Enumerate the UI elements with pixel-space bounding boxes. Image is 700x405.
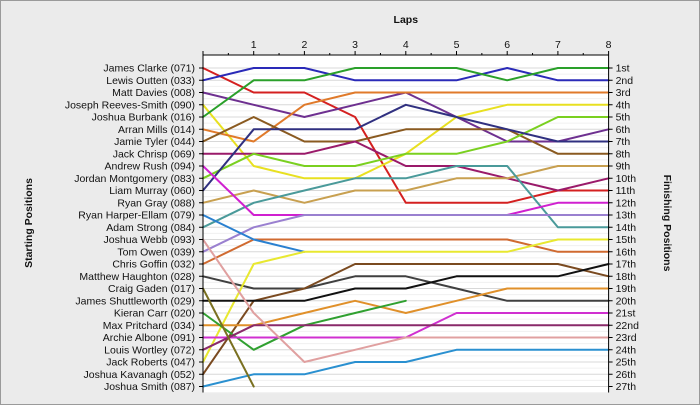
starting-position-label: Max Pritchard (034) <box>103 320 195 332</box>
starting-position-label: Chris Goffin (032) <box>112 259 195 271</box>
series-line-11 <box>202 165 610 204</box>
chart-series-lines <box>202 67 610 388</box>
series-line-14 <box>202 214 610 253</box>
series-line-27 <box>202 287 255 388</box>
finishing-position-label: 7th <box>616 136 631 148</box>
finishing-position-label: 11th <box>616 185 636 197</box>
x-tick-label: 6 <box>504 39 510 51</box>
starting-position-label: Archie Albone (091) <box>103 332 195 344</box>
finishing-position-label: 21st <box>616 308 636 320</box>
series-line-26 <box>202 348 610 388</box>
chart-title: Laps <box>394 14 419 26</box>
x-tick-label: 2 <box>301 39 307 51</box>
x-tick-label: 8 <box>606 39 612 51</box>
series-line-16 <box>202 214 306 253</box>
starting-position-label: Matt Davies (008) <box>112 87 195 99</box>
starting-position-label: Louis Wortley (072) <box>104 344 195 356</box>
starting-position-label: Craig Gaden (017) <box>108 283 195 295</box>
series-line-2 <box>202 67 610 82</box>
chart-labels: James Clarke (071)Lewis Outten (033)Matt… <box>65 39 639 393</box>
finishing-position-label: 14th <box>616 222 637 234</box>
series-line-7 <box>202 116 610 155</box>
starting-position-label: Lewis Outten (033) <box>106 75 195 87</box>
series-line-20 <box>202 263 610 302</box>
starting-position-label: Joshua Burbank (016) <box>92 112 195 124</box>
starting-position-label: Liam Murray (060) <box>109 185 195 197</box>
finishing-position-label: 6th <box>616 124 631 136</box>
starting-position-label: Jordan Montgomery (083) <box>74 173 195 185</box>
starting-position-label: Ryan Gray (088) <box>117 197 195 209</box>
starting-position-label: Joshua Webb (093) <box>104 234 195 246</box>
series-line-15 <box>202 238 610 265</box>
finishing-position-label: 4th <box>616 99 631 111</box>
starting-position-label: James Clarke (071) <box>103 63 195 75</box>
series-line-25 <box>202 238 610 363</box>
x-tick-label: 3 <box>352 39 358 51</box>
series-line-1 <box>202 67 610 204</box>
x-tick-label: 1 <box>251 39 257 51</box>
finishing-position-label: 9th <box>616 161 631 173</box>
finishing-position-label: 2nd <box>616 75 634 87</box>
finishing-position-label: 16th <box>616 246 637 258</box>
finishing-position-label: 27th <box>616 381 637 393</box>
starting-position-label: Jamie Tyler (044) <box>114 136 195 148</box>
starting-position-label: Arran Mills (014) <box>118 124 195 136</box>
finishing-position-label: 15th <box>616 234 637 246</box>
starting-position-label: Jack Roberts (047) <box>106 357 195 369</box>
series-line-9 <box>202 116 610 180</box>
y-axis-label-right: Finishing Positions <box>661 175 673 272</box>
finishing-position-label: 8th <box>616 148 631 160</box>
series-line-18 <box>202 263 610 376</box>
starting-position-label: Andrew Rush (094) <box>105 161 195 173</box>
finishing-position-label: 12th <box>616 197 637 209</box>
series-line-8 <box>202 140 610 192</box>
starting-position-label: Jack Chrisp (069) <box>113 148 195 160</box>
x-tick-label: 7 <box>555 39 561 51</box>
chart-axes <box>199 51 613 393</box>
starting-position-label: Joseph Reeves-Smith (090) <box>65 99 195 111</box>
starting-position-label: Adam Strong (084) <box>106 222 195 234</box>
series-line-17 <box>202 275 610 302</box>
finishing-position-label: 10th <box>616 173 637 185</box>
finishing-position-label: 13th <box>616 210 637 222</box>
finishing-position-label: 24th <box>616 344 637 356</box>
finishing-position-label: 20th <box>616 295 637 307</box>
series-line-5 <box>202 67 610 118</box>
finishing-position-label: 23rd <box>616 332 637 344</box>
finishing-position-label: 5th <box>616 112 631 124</box>
finishing-position-label: 25th <box>616 357 637 369</box>
y-axis-label-left: Starting Positions <box>23 178 35 268</box>
finishing-position-label: 1st <box>616 63 630 75</box>
finishing-position-label: 3rd <box>616 87 631 99</box>
starting-position-label: Kieran Carr (020) <box>114 308 195 320</box>
x-tick-label: 5 <box>454 39 460 51</box>
series-line-21 <box>202 287 610 327</box>
series-line-10 <box>202 103 610 192</box>
starting-position-label: Matthew Haughton (028) <box>79 271 195 283</box>
finishing-position-label: 18th <box>616 271 637 283</box>
starting-position-label: Tom Owen (039) <box>117 246 195 258</box>
finishing-position-label: 19th <box>616 283 637 295</box>
finishing-position-label: 26th <box>616 369 637 381</box>
finishing-position-label: 22nd <box>616 320 640 332</box>
finishing-position-label: 17th <box>616 259 637 271</box>
x-tick-label: 4 <box>403 39 409 51</box>
starting-position-label: James Shuttleworth (029) <box>75 295 195 307</box>
starting-position-label: Ryan Harper-Ellam (079) <box>78 210 195 222</box>
series-line-19 <box>202 238 610 363</box>
series-line-24 <box>202 324 610 351</box>
starting-position-label: Joshua Kavanagh (052) <box>84 369 196 381</box>
starting-position-label: Joshua Smith (087) <box>104 381 195 393</box>
